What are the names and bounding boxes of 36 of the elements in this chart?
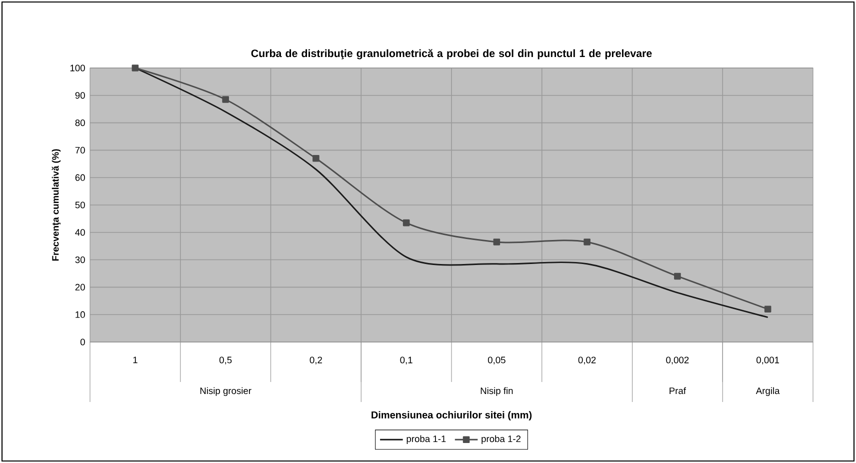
y-tick-label: 10: [76, 311, 85, 318]
y-tick-label: 90: [75, 92, 85, 99]
x-tick-label: 0,5: [219, 356, 232, 364]
point: [764, 306, 772, 313]
y-axis-title: Frecvenţa cumulativă (%): [52, 149, 61, 261]
legend-label: proba 1-1: [406, 435, 446, 444]
x-tick-label: 0,05: [488, 356, 506, 364]
point: [493, 238, 500, 246]
text: Nisip grosier: [200, 387, 252, 396]
text: Nisip fin: [480, 387, 513, 396]
point: [222, 96, 229, 103]
point: [132, 64, 139, 72]
x-tick-label: 0,2: [310, 356, 322, 364]
x-tick-label: 0,1: [400, 356, 412, 364]
point: [402, 219, 410, 226]
y-tick-label: 30: [75, 256, 85, 264]
y-tick-label: 20: [75, 284, 85, 290]
x-tick-label: 1: [133, 356, 138, 364]
y-tick-label: 50: [75, 202, 85, 208]
y-tick-label: 70: [75, 146, 85, 154]
y-tick-label: 40: [75, 229, 85, 236]
x-tick-label: 0,002: [666, 356, 689, 364]
x-axis-title: Dimensiunea ochiurilor sitei (mm): [372, 411, 532, 420]
y-tick-label: 80: [75, 120, 85, 126]
x-tick-label: 0,001: [756, 356, 780, 364]
x-tick-label: 0,02: [578, 356, 596, 364]
point: [674, 272, 681, 280]
text: Argila: [756, 387, 780, 396]
y-tick-label: 100: [70, 64, 85, 72]
legend-label: proba 1-2: [482, 435, 521, 444]
y-tick-label: 60: [75, 174, 85, 181]
y-tick-label: 0: [80, 338, 85, 346]
text: Praf: [670, 387, 686, 394]
chart-title: Curba de distribuţie granulometrică a probei de sol din punctul 1 de prelevare: [251, 49, 652, 60]
point: [312, 155, 320, 162]
point: [584, 238, 590, 246]
